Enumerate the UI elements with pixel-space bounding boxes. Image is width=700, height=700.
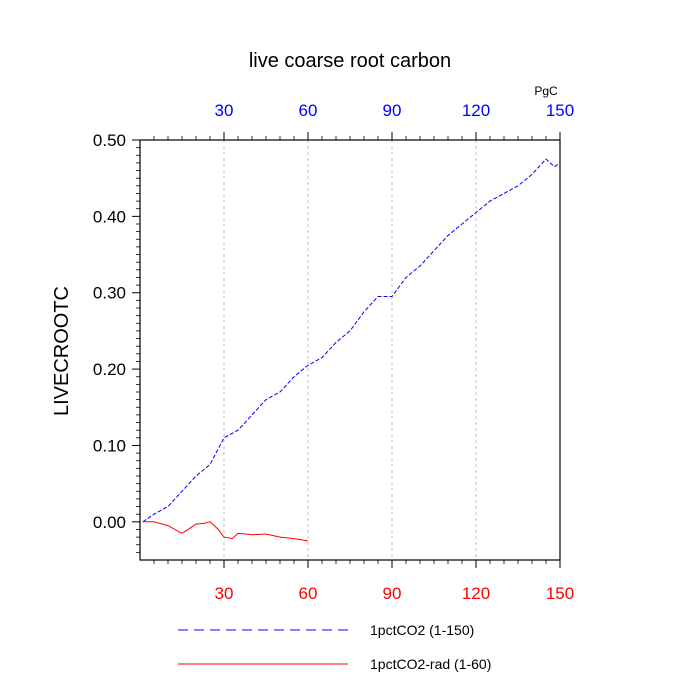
series-line — [142, 521, 309, 542]
y-tick-label: 0.30 — [93, 284, 126, 303]
top-axis-unit: PgC — [534, 84, 558, 98]
x-top-tick-label: 60 — [299, 101, 318, 120]
x-top-tick-label: 90 — [383, 101, 402, 120]
plot-frame — [139, 139, 561, 561]
x-tick-label: 60 — [299, 584, 318, 603]
y-tick-label: 0.10 — [93, 436, 126, 455]
y-tick-label: 0.00 — [93, 513, 126, 532]
x-tick-label: 150 — [546, 584, 574, 603]
legend-label: 1pctCO2-rad (1-60) — [370, 656, 491, 672]
y-axis-label: LIVECROOTC — [51, 286, 73, 416]
x-tick-label: 30 — [215, 584, 234, 603]
x-tick-label: 120 — [462, 584, 490, 603]
legend-label: 1pctCO2 (1-150) — [370, 622, 474, 638]
y-tick-label: 0.20 — [93, 360, 126, 379]
chart-title: live coarse root carbon — [249, 50, 451, 72]
x-top-tick-label: 120 — [462, 101, 490, 120]
legend: 1pctCO2 (1-150) 1pctCO2-rad (1-60) — [178, 622, 491, 672]
series-line — [142, 158, 561, 523]
x-top-tick-label: 150 — [546, 101, 574, 120]
x-top-tick-label: 30 — [215, 101, 234, 120]
y-tick-label: 0.40 — [93, 207, 126, 226]
y-tick-label: 0.50 — [93, 131, 126, 150]
plot-area: 30 60 90 120 150 30 60 90 120 150 0.50 0.40 0.30 0.20… — [93, 101, 574, 603]
x-tick-label: 90 — [383, 584, 402, 603]
